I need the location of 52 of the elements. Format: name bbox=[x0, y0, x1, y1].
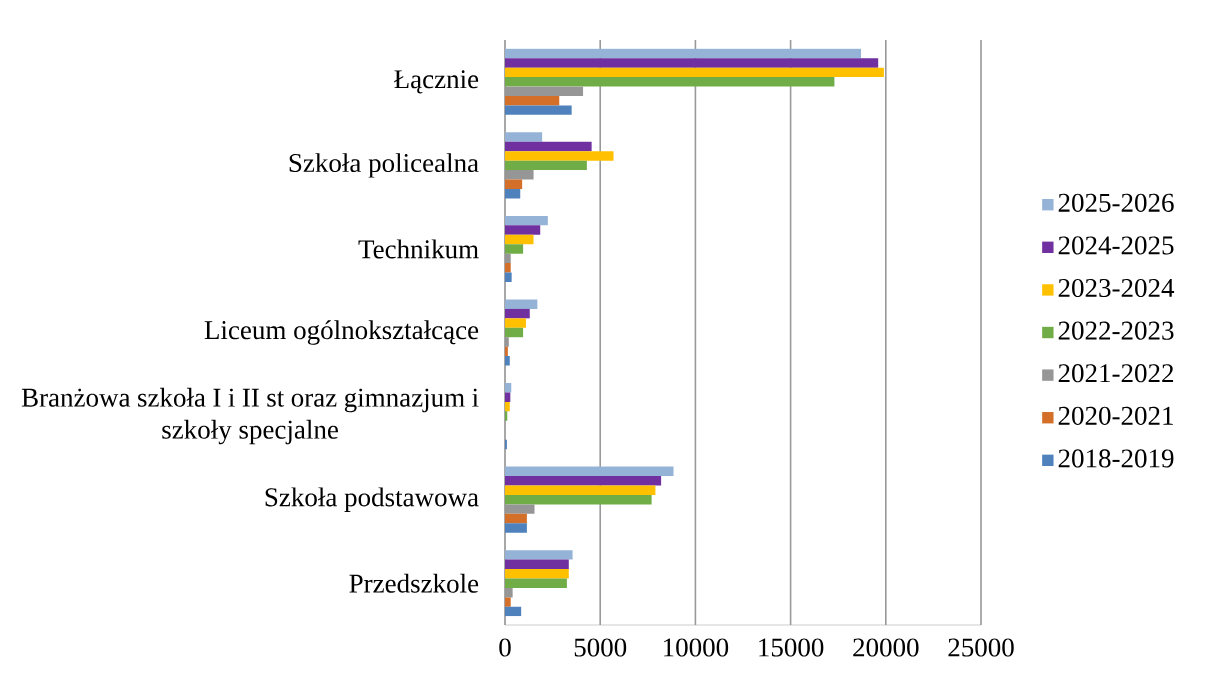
bar bbox=[505, 160, 587, 171]
bar bbox=[505, 67, 884, 78]
bar bbox=[505, 308, 530, 319]
bar bbox=[505, 569, 569, 579]
y-tick-label: Łącznie bbox=[394, 70, 479, 94]
y-tick-label: Szkoła podstawowa bbox=[265, 487, 479, 512]
bar bbox=[505, 263, 511, 273]
legend-label: 2025-2026 bbox=[1058, 193, 1174, 212]
legend-label: 2020-2021 bbox=[1058, 406, 1173, 425]
bar bbox=[505, 132, 543, 142]
bar bbox=[505, 234, 534, 245]
bar bbox=[505, 170, 534, 180]
x-tick-label: 25000 bbox=[948, 638, 1014, 657]
bar bbox=[505, 151, 614, 161]
bar bbox=[505, 95, 560, 106]
x-tick-label: 0 bbox=[499, 638, 511, 657]
y-tick-label: Szkoła policealna bbox=[289, 153, 479, 178]
bar bbox=[505, 244, 524, 254]
bar bbox=[505, 597, 511, 607]
bar bbox=[505, 48, 862, 59]
bar bbox=[505, 105, 572, 115]
bar bbox=[505, 58, 879, 68]
y-tick-label: Liceum ogólnokształcące bbox=[204, 320, 479, 345]
bar bbox=[505, 77, 835, 87]
legend-label: 2022-2023 bbox=[1058, 321, 1174, 340]
bar bbox=[505, 559, 569, 570]
bar bbox=[505, 215, 548, 226]
x-tick-label: 5000 bbox=[574, 638, 627, 657]
bar bbox=[505, 225, 541, 235]
bar bbox=[505, 466, 674, 477]
y-tick-label: Branżowa szkoła I i II st oraz gimnazjum i szkoły specjalne bbox=[21, 387, 479, 445]
bar bbox=[505, 476, 662, 486]
legend-label: 2023-2024 bbox=[1058, 278, 1175, 298]
x-tick-label: 10000 bbox=[664, 638, 729, 657]
y-tick-label: Technikum bbox=[358, 239, 479, 259]
x-tick-label: 20000 bbox=[853, 638, 919, 657]
x-tick-label: 15000 bbox=[759, 638, 824, 657]
bar bbox=[505, 494, 652, 505]
bar bbox=[505, 513, 527, 524]
y-tick-label: Przedszkole bbox=[349, 573, 479, 593]
bar bbox=[505, 141, 592, 152]
bar bbox=[505, 523, 527, 533]
bar bbox=[505, 318, 526, 328]
bar bbox=[505, 299, 538, 309]
legend-label: 2021-2022 bbox=[1058, 364, 1174, 383]
bar bbox=[505, 504, 535, 514]
bar bbox=[505, 578, 567, 588]
bar bbox=[505, 485, 656, 495]
legend-label: 2018-2019 bbox=[1058, 449, 1174, 468]
bar bbox=[505, 86, 584, 96]
legend-label: 2024-2025 bbox=[1058, 236, 1174, 255]
bar bbox=[505, 550, 573, 560]
